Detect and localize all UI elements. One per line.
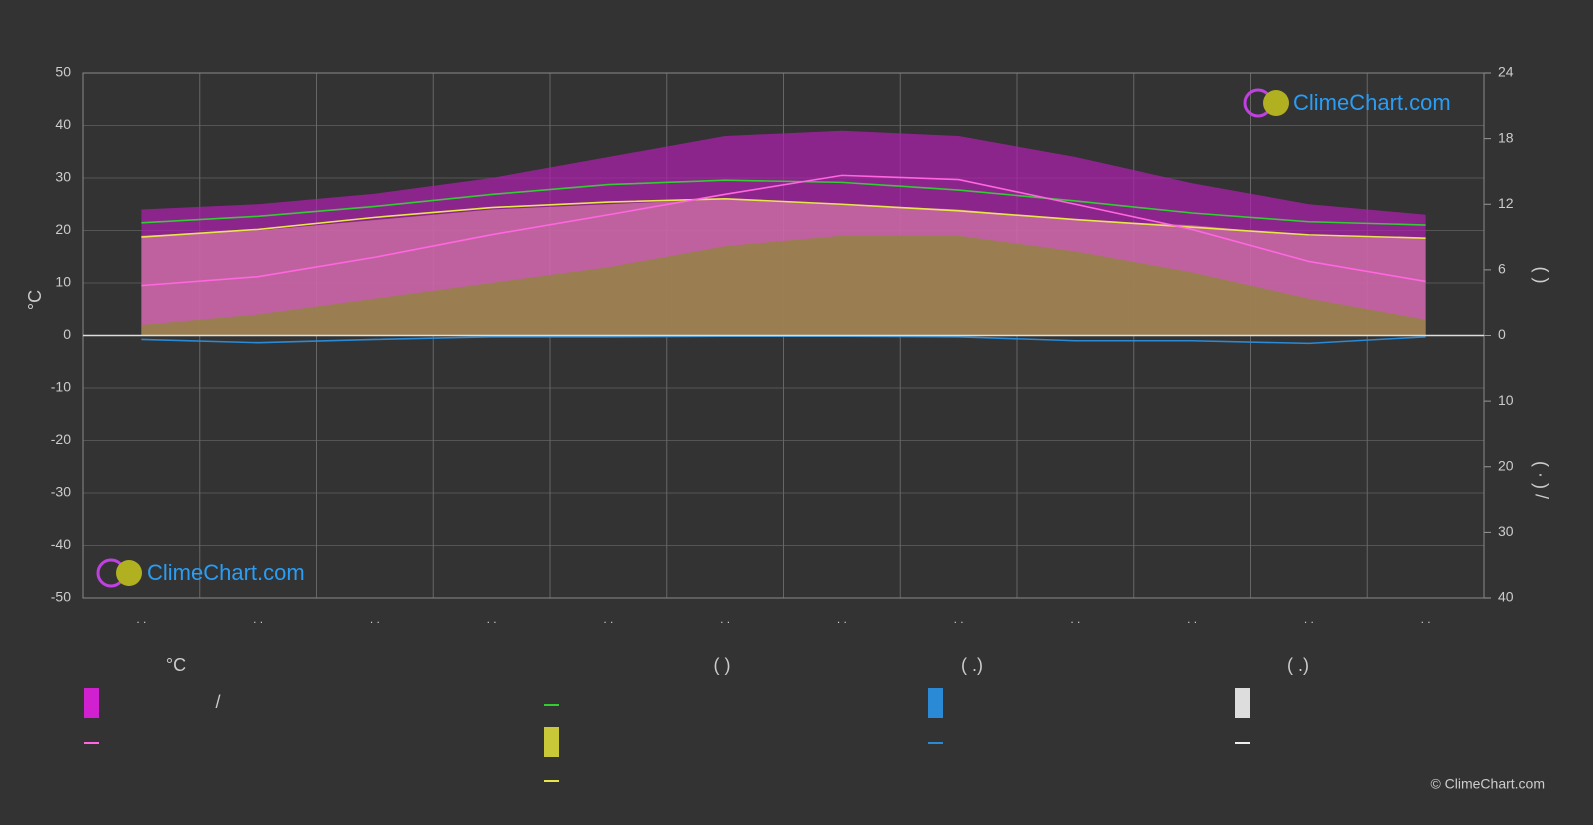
y-tick-label: 0 [63,326,71,342]
legend-header: ( ) [714,655,731,675]
line [141,197,1426,239]
x-tick-label: . . [487,612,497,626]
legend-header: ( .) [961,655,983,675]
x-tick-label: . . [954,612,964,626]
y3-tick-label: 30 [1498,523,1514,539]
y-tick-label: 40 [55,116,71,132]
legend-swatch [84,688,99,718]
legend-header: ( .) [1287,655,1309,675]
x-tick-label: . . [1421,612,1431,626]
x-tick-label: . . [136,612,146,626]
logo-bottom: ClimeChart.com [96,558,305,588]
legend-swatch [928,688,943,718]
y3-tick-label: 20 [1498,457,1514,473]
y-tick-label: -40 [51,536,71,552]
y3-tick-label: 40 [1498,589,1514,605]
area [141,235,1426,336]
x-tick-label: . . [1187,612,1197,626]
y-tick-label: -30 [51,484,71,500]
y2-tick-label: 18 [1498,129,1514,145]
x-tick-label: . . [720,612,730,626]
y-tick-label: -20 [51,431,71,447]
y-tick-label: 50 [55,64,71,80]
logo-top: ClimeChart.com [1243,88,1451,118]
x-tick-label: . . [837,612,847,626]
y2-tick-label: 6 [1498,261,1506,277]
watermark: ClimeChart.com [1293,90,1451,115]
y-axis-label: °C [25,290,45,310]
legend-swatch [544,727,559,757]
line [141,174,1426,287]
y-tick-label: 30 [55,169,71,185]
x-tick-label: . . [253,612,263,626]
y-tick-label: -50 [51,589,71,605]
line [141,179,1426,226]
y-tick-label: 20 [55,221,71,237]
legend-swatch [1235,688,1250,718]
y2-tick-label: 12 [1498,195,1514,211]
watermark: ClimeChart.com [147,560,305,585]
y-tick-label: 10 [55,274,71,290]
y3-tick-label: 10 [1498,392,1514,408]
y2-tick-label: 0 [1498,326,1506,342]
y3-axis-label: ( · ) / [1531,461,1551,499]
y-tick-label: -10 [51,379,71,395]
x-tick-label: . . [1070,612,1080,626]
legend-header: °C [166,655,186,675]
x-tick-label: . . [370,612,380,626]
x-tick-label: . . [603,612,613,626]
y2-tick-label: 24 [1498,64,1514,80]
y2-axis-label: ( ) [1531,267,1551,284]
legend-text: / [215,692,220,712]
copyright: © ClimeChart.com [1430,776,1545,792]
x-tick-label: . . [1304,612,1314,626]
